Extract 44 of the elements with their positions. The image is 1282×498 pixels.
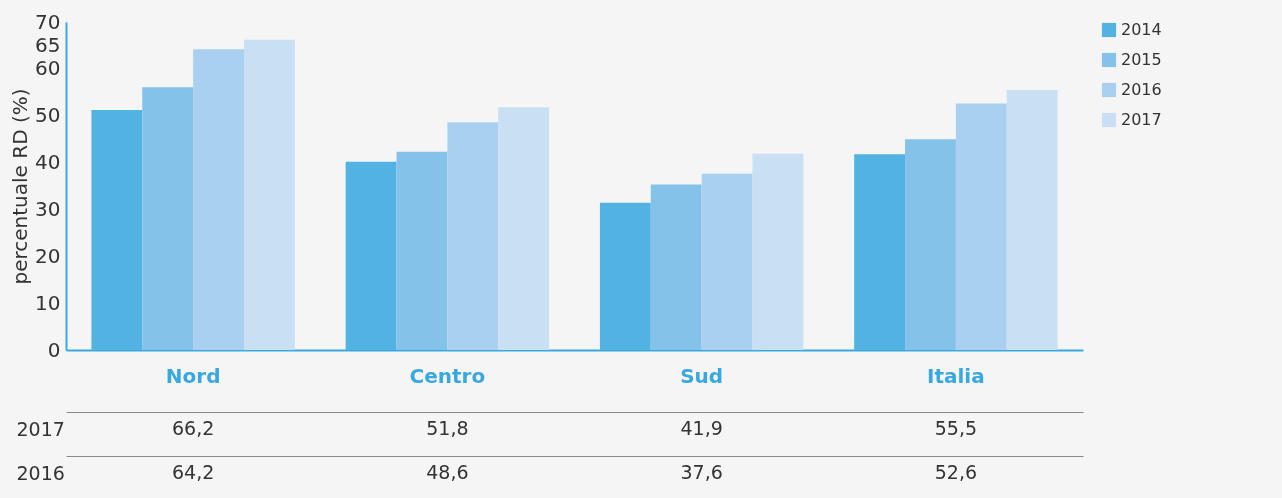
data-label: 55,5 [934, 417, 978, 439]
bar [854, 154, 906, 350]
legend-label: 2017 [1121, 110, 1162, 129]
y-tick-label: 50 [35, 103, 61, 128]
data-label: 37,6 [680, 461, 723, 483]
bar [955, 103, 1007, 350]
x-tick-label: Sud [680, 363, 724, 388]
x-tick-label: Centro [409, 363, 486, 388]
y-tick-label: 65 [35, 32, 61, 57]
y-tick-label: 30 [35, 196, 61, 221]
bar [905, 139, 956, 350]
bar [447, 122, 499, 350]
data-label: 51,8 [426, 417, 469, 439]
text: 2017 [16, 417, 65, 440]
data-label: 41,9 [680, 417, 723, 439]
legend-label: 2016 [1121, 80, 1162, 99]
y-tick-label: 60 [35, 56, 61, 81]
y-axis-title: percentuale RD (%) [8, 88, 33, 285]
y-tick-label: 10 [35, 290, 61, 315]
x-tick-label: Italia [927, 363, 985, 388]
bar [701, 173, 753, 350]
bar [91, 110, 143, 350]
data-label: 64,2 [171, 461, 215, 483]
y-tick-label: 20 [35, 243, 61, 268]
text: 2016 [16, 461, 65, 484]
bar [498, 107, 550, 350]
bar [599, 202, 651, 350]
y-tick-label: 70 [35, 9, 61, 34]
x-tick-label: Nord [165, 363, 221, 388]
legend-label: 2015 [1121, 50, 1162, 69]
bar [193, 49, 244, 350]
y-tick-label: 40 [35, 150, 61, 175]
bar [650, 184, 702, 350]
legend-label: 2014 [1121, 20, 1162, 39]
bar [243, 39, 295, 350]
bar [396, 151, 448, 350]
bar [752, 153, 804, 350]
y-tick-label: 0 [47, 337, 61, 362]
bar [345, 161, 397, 350]
data-label: 52,6 [934, 461, 978, 483]
bar [142, 87, 194, 350]
data-label: 48,6 [426, 461, 469, 483]
data-label: 66,2 [171, 417, 215, 439]
bar [1006, 89, 1058, 350]
